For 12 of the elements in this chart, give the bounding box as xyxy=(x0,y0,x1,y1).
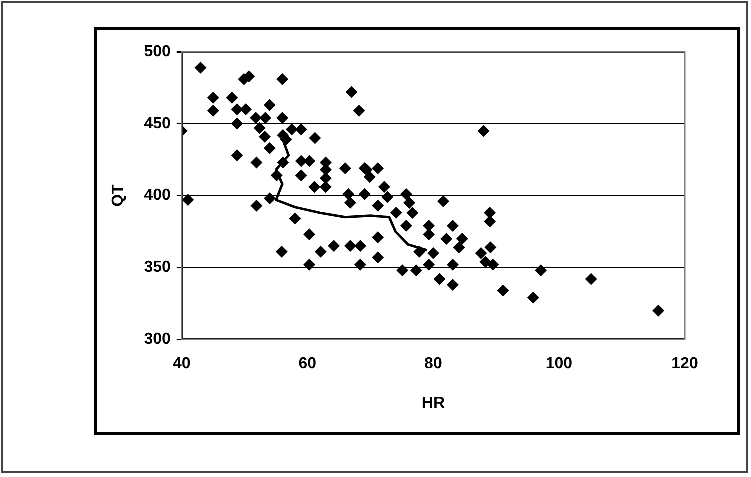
y-tick-label: 300 xyxy=(144,331,171,348)
y-tick-label: 450 xyxy=(144,115,171,132)
x-tick-label: 100 xyxy=(546,356,573,373)
x-tick-label: 120 xyxy=(672,356,698,373)
x-tick-label: 60 xyxy=(298,356,317,373)
y-tick-label: 500 xyxy=(144,43,171,60)
y-tick-label: 400 xyxy=(144,187,171,204)
x-axis-title: HR xyxy=(422,394,446,412)
x-tick-label: 40 xyxy=(172,356,191,373)
y-axis-title: QT xyxy=(110,184,128,207)
y-tick-label: 350 xyxy=(144,259,171,276)
x-tick-label: 80 xyxy=(424,356,442,373)
